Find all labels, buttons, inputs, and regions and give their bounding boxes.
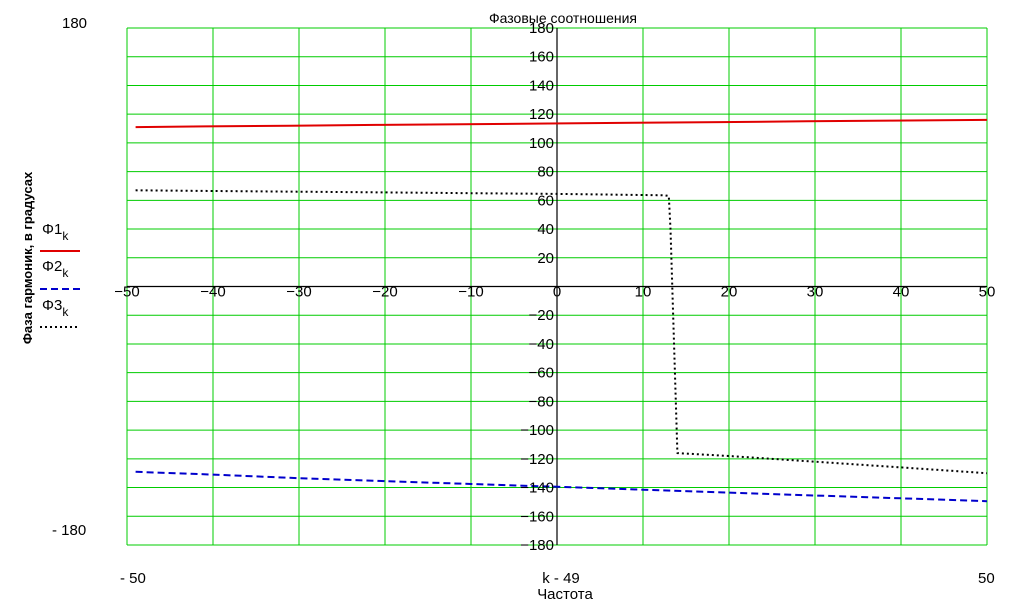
x-tick-label: 0 <box>553 284 561 301</box>
y-tick-label: 100 <box>529 135 554 152</box>
legend-item-phi1: Φ1k <box>40 221 80 252</box>
y-tick-label: −100 <box>520 422 554 439</box>
svg-text:Φ2k: Φ2k <box>42 258 69 280</box>
x-tick-label: −20 <box>372 284 397 301</box>
y-tick-label: −140 <box>520 480 554 497</box>
tick-labels: −50 −40 −30 −20 −10 0 10 20 30 40 5018016014012010… <box>114 20 995 554</box>
y-tick-label: 20 <box>537 250 554 267</box>
y-tick-label: −160 <box>520 508 554 525</box>
y-tick-label: −180 <box>520 537 554 554</box>
y-tick-label: 140 <box>529 77 554 94</box>
y-axis-label: Фаза гармоник, в градусах <box>20 171 35 344</box>
legend-label-phi2: Φ2 <box>42 258 62 275</box>
x-tick-label: −40 <box>200 284 225 301</box>
y-tick-label: −120 <box>520 451 554 468</box>
plot-series <box>135 118 988 503</box>
x-tick-label: −30 <box>286 284 311 301</box>
legend: Φ1k Φ2k Φ3k <box>40 221 80 328</box>
svg-text:Φ1k: Φ1k <box>42 221 69 243</box>
y-tick-label: 160 <box>529 49 554 66</box>
x-min-label: - 50 <box>120 570 146 587</box>
x-tick-label: 40 <box>893 284 910 301</box>
legend-label-phi3: Φ3 <box>42 297 62 314</box>
legend-subscript-phi3: k <box>62 305 69 319</box>
y-tick-label: 180 <box>529 20 554 37</box>
legend-item-phi3: Φ3k <box>40 297 80 328</box>
x-tick-label: −50 <box>114 284 139 301</box>
y-tick-label: −20 <box>529 307 554 324</box>
series-line-phi2 <box>135 470 988 503</box>
y-tick-label: −80 <box>529 393 554 410</box>
series-line-phi1 <box>135 118 988 129</box>
x-tick-label: 20 <box>721 284 738 301</box>
x-expression-label: k - 49 <box>542 570 580 587</box>
y-min-label: - 180 <box>52 522 86 539</box>
legend-subscript-phi1: k <box>62 229 69 243</box>
x-tick-label: 30 <box>807 284 824 301</box>
svg-text:Φ3k: Φ3k <box>42 297 69 319</box>
legend-item-phi2: Φ2k <box>40 258 80 290</box>
y-tick-label: 60 <box>537 192 554 209</box>
chart-title: Фазовые соотношения <box>489 10 637 26</box>
y-tick-label: −60 <box>529 365 554 382</box>
axes <box>127 28 987 545</box>
y-tick-label: −40 <box>529 336 554 353</box>
series-line-phi3 <box>135 189 988 475</box>
x-max-label: 50 <box>978 570 995 587</box>
y-tick-label: 120 <box>529 106 554 123</box>
x-axis-label: Частота <box>537 586 593 603</box>
legend-label-phi1: Φ1 <box>42 221 62 238</box>
y-max-label: 180 <box>62 15 87 32</box>
x-tick-label: −10 <box>458 284 483 301</box>
x-tick-label: 10 <box>635 284 652 301</box>
y-tick-label: 80 <box>537 164 554 181</box>
y-tick-label: 40 <box>537 221 554 238</box>
x-tick-label: 50 <box>979 284 996 301</box>
legend-subscript-phi2: k <box>62 266 69 280</box>
